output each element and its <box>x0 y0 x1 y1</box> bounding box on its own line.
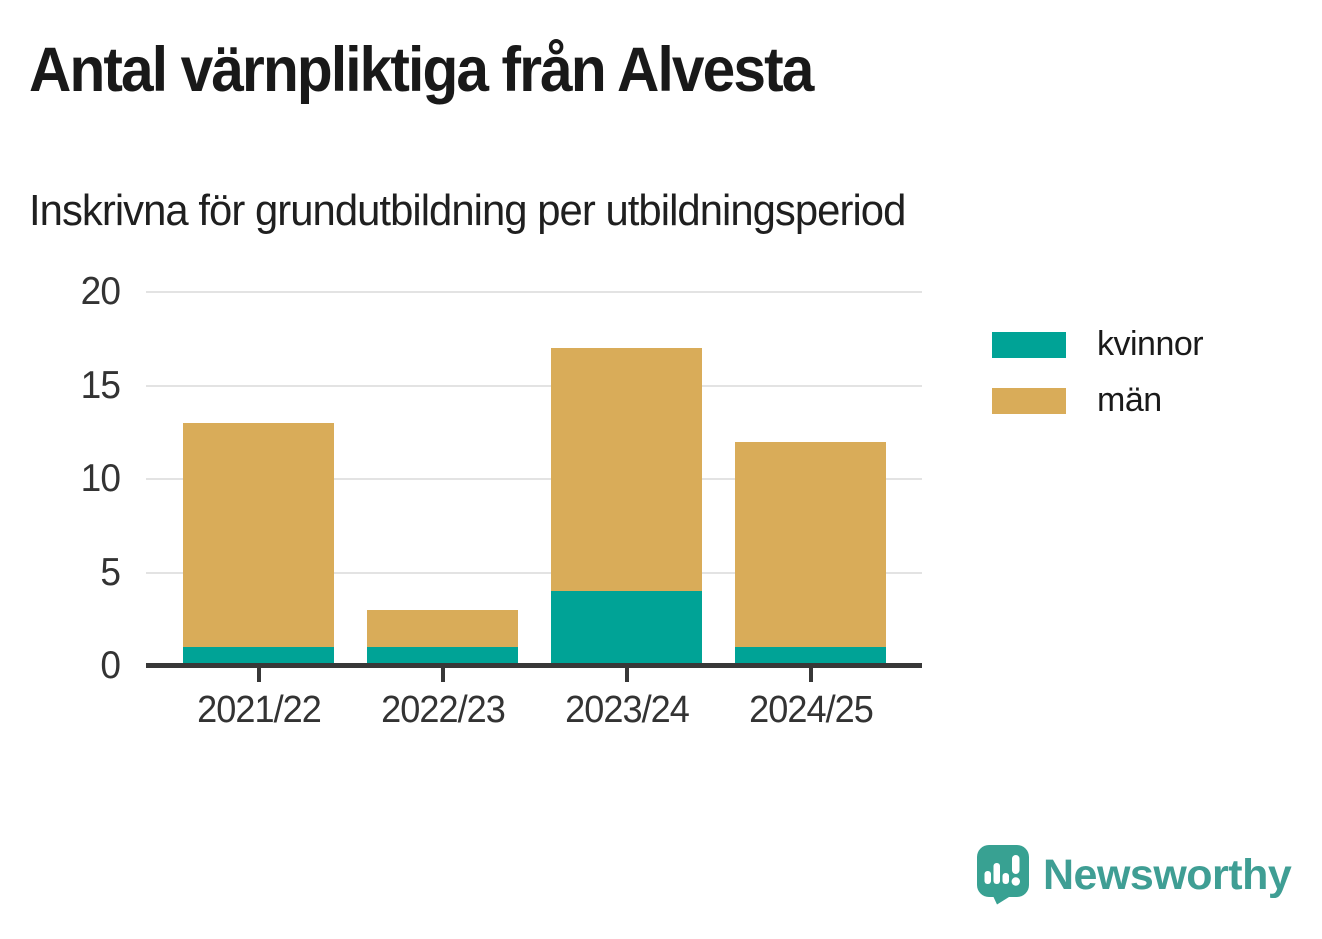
x-tick <box>256 668 261 682</box>
y-tick-label: 10 <box>80 457 121 500</box>
y-tick-label: 15 <box>80 363 121 407</box>
legend-item-kvinnor: kvinnor <box>992 325 1204 363</box>
plot-area <box>146 291 922 666</box>
newsworthy-wordmark: Newsworthy <box>1043 850 1292 899</box>
bar-segment-kvinnor <box>183 647 334 666</box>
x-tick <box>440 668 445 682</box>
y-tick-label: 20 <box>80 270 121 313</box>
bar-segment-man <box>551 348 702 592</box>
x-tick-label: 2022/23 <box>380 689 506 731</box>
bar-segment-man <box>367 609 518 648</box>
gridline-y-10 <box>146 478 922 480</box>
newsworthy-bubble-bar-chart-icon <box>977 845 1029 905</box>
bar-segment-man <box>735 441 886 648</box>
bar-segment-kvinnor <box>735 647 886 666</box>
y-tick-label: 5 <box>100 550 121 594</box>
x-tick <box>808 668 813 682</box>
bar-2022/23 <box>367 609 518 666</box>
bar-2023/24 <box>551 348 702 666</box>
bar-2021/22 <box>183 422 334 666</box>
y-tick-label: 0 <box>100 644 121 687</box>
legend-swatch-kvinnor <box>992 331 1066 358</box>
bar-segment-kvinnor <box>551 591 702 666</box>
legend-swatch-man <box>992 387 1066 414</box>
bar-segment-kvinnor <box>367 647 518 666</box>
legend-item-man: män <box>992 381 1203 419</box>
legend: kvinnor män <box>992 325 1204 443</box>
x-tick-label: 2021/22 <box>196 689 322 731</box>
x-tick-label: 2024/25 <box>748 689 874 731</box>
x-axis-line <box>146 663 922 668</box>
bar-segment-man <box>183 422 334 648</box>
gridline-y-5 <box>146 571 922 574</box>
gridline-y-20 <box>146 291 922 293</box>
x-tick <box>624 668 629 682</box>
legend-label: män <box>1097 381 1162 419</box>
x-tick-label: 2023/24 <box>564 689 690 731</box>
gridline-y-15 <box>146 384 922 387</box>
legend-label: kvinnor <box>1097 325 1204 363</box>
chart-subtitle: Inskrivna för grundutbildning per utbild… <box>29 186 906 235</box>
newsworthy-logo: Newsworthy <box>976 844 1292 905</box>
page-title: Antal värnpliktiga från Alvesta <box>29 35 814 105</box>
bar-2024/25 <box>735 441 886 666</box>
